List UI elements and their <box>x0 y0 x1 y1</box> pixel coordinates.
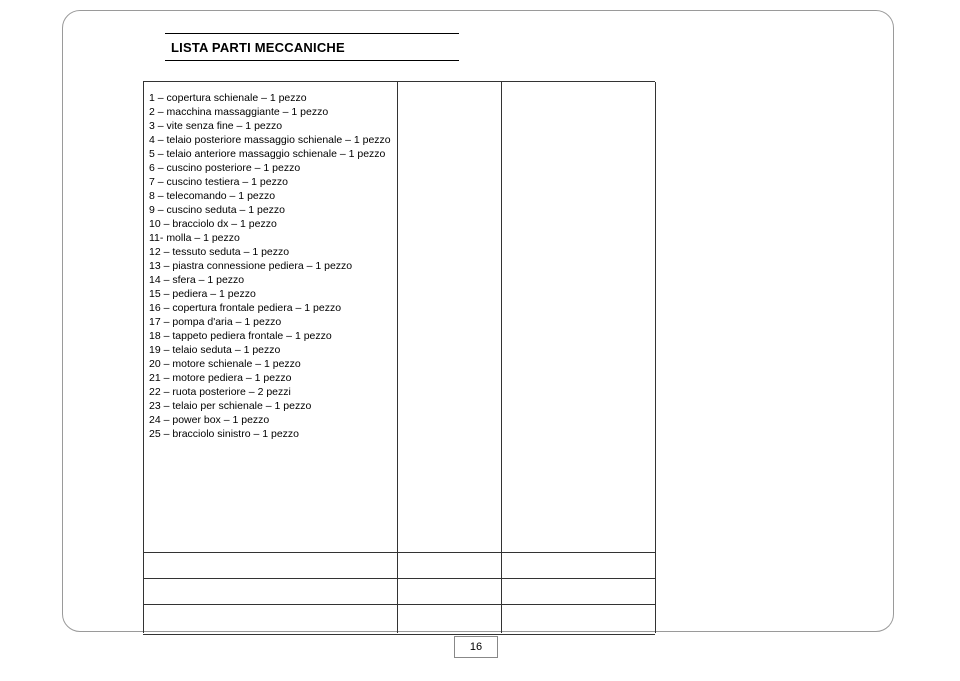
parts-list-item: 12 – tessuto seduta – 1 pezzo <box>149 245 549 259</box>
parts-list-item: 25 – bracciolo sinistro – 1 pezzo <box>149 427 549 441</box>
parts-list-item: 21 – motore pediera – 1 pezzo <box>149 371 549 385</box>
table-row-line <box>143 578 655 579</box>
parts-list-item: 15 – pediera – 1 pezzo <box>149 287 549 301</box>
parts-list-item: 4 – telaio posteriore massaggio schienal… <box>149 133 549 147</box>
parts-list-item: 23 – telaio per schienale – 1 pezzo <box>149 399 549 413</box>
page-number-box: 16 <box>454 636 498 658</box>
parts-list-item: 11- molla – 1 pezzo <box>149 231 549 245</box>
parts-list-item: 24 – power box – 1 pezzo <box>149 413 549 427</box>
parts-list: 1 – copertura schienale – 1 pezzo2 – mac… <box>149 91 549 441</box>
parts-list-item: 8 – telecomando – 1 pezzo <box>149 189 549 203</box>
table-row-line <box>143 552 655 553</box>
parts-list-item: 17 – pompa d'aria – 1 pezzo <box>149 315 549 329</box>
table-col-line <box>655 82 656 633</box>
table-row-line <box>143 604 655 605</box>
parts-list-item: 5 – telaio anteriore massaggio schienale… <box>149 147 549 161</box>
parts-list-item: 9 – cuscino seduta – 1 pezzo <box>149 203 549 217</box>
page-title-box: LISTA PARTI MECCANICHE <box>165 33 459 61</box>
parts-list-item: 2 – macchina massaggiante – 1 pezzo <box>149 105 549 119</box>
parts-list-item: 13 – piastra connessione pediera – 1 pez… <box>149 259 549 273</box>
page-title: LISTA PARTI MECCANICHE <box>171 40 345 55</box>
parts-list-item: 16 – copertura frontale pediera – 1 pezz… <box>149 301 549 315</box>
parts-list-item: 1 – copertura schienale – 1 pezzo <box>149 91 549 105</box>
parts-list-item: 14 – sfera – 1 pezzo <box>149 273 549 287</box>
parts-list-item: 10 – bracciolo dx – 1 pezzo <box>149 217 549 231</box>
parts-list-item: 20 – motore schienale – 1 pezzo <box>149 357 549 371</box>
parts-list-item: 6 – cuscino posteriore – 1 pezzo <box>149 161 549 175</box>
parts-list-item: 7 – cuscino testiera – 1 pezzo <box>149 175 549 189</box>
table-col-line <box>143 82 144 633</box>
page-number: 16 <box>470 641 482 653</box>
page-frame: LISTA PARTI MECCANICHE 1 – copertura sch… <box>62 10 894 632</box>
table-row-line <box>143 634 655 635</box>
parts-list-item: 22 – ruota posteriore – 2 pezzi <box>149 385 549 399</box>
parts-list-item: 19 – telaio seduta – 1 pezzo <box>149 343 549 357</box>
parts-list-item: 18 – tappeto pediera frontale – 1 pezzo <box>149 329 549 343</box>
parts-list-item: 3 – vite senza fine – 1 pezzo <box>149 119 549 133</box>
